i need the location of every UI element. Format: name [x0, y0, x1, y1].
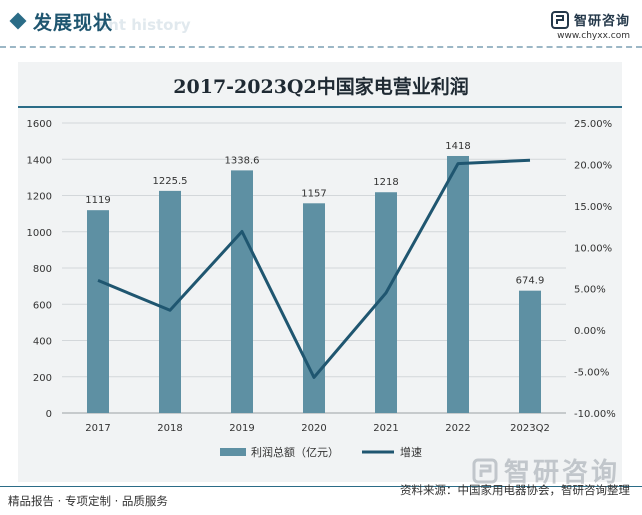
- brand-logo-icon: [550, 10, 569, 29]
- bar: [87, 210, 109, 413]
- y-left-tick-label: 1400: [27, 155, 52, 166]
- legend-line-label: 增速: [400, 445, 422, 459]
- y-left-tick-label: 600: [33, 300, 52, 311]
- bar: [447, 155, 469, 414]
- bar-value-label: 1157: [301, 188, 326, 199]
- y-right-tick-label: 15.00%: [574, 202, 612, 213]
- footer-divider: [0, 486, 642, 487]
- bar-value-label: 674.9: [516, 276, 545, 287]
- y-right-tick-label: 25.00%: [574, 119, 612, 130]
- watermark-logo-icon: [472, 458, 498, 483]
- page-header: ent history 发展现状 智研咨询 www.chyxx.com: [0, 0, 642, 52]
- footer-tagline: 精品报告 · 专项定制 · 品质服务: [8, 494, 168, 508]
- x-tick-label: 2018: [157, 423, 182, 434]
- chart-title: 2017-2023Q2中国家电营业利润: [173, 76, 469, 98]
- y-left-tick-label: 1600: [27, 119, 52, 130]
- x-tick-label: 2021: [373, 423, 398, 434]
- section-title: 发展现状: [33, 12, 114, 34]
- y-right-tick-label: -10.00%: [574, 409, 616, 420]
- y-left-tick-label: 1200: [27, 192, 52, 203]
- x-tick-label: 2019: [229, 423, 254, 434]
- bar-value-label: 1119: [85, 195, 110, 206]
- x-tick-label: 2023Q2: [510, 423, 550, 434]
- y-left-tick-label: 800: [33, 264, 52, 275]
- x-tick-label: 2020: [301, 423, 326, 434]
- growth-line: [97, 158, 531, 379]
- bar-value-label: 1225.5: [153, 176, 188, 187]
- watermark-text: 智研咨询: [503, 458, 620, 488]
- x-tick-label: 2017: [85, 423, 110, 434]
- y-right-tick-label: 10.00%: [574, 243, 612, 254]
- y-left-tick-label: 400: [33, 337, 52, 348]
- x-tick-label: 2022: [445, 423, 470, 434]
- brand-name: 智研咨询: [573, 14, 630, 29]
- footer-source: 资料来源：中国家用电器协会，智研咨询整理: [400, 483, 630, 497]
- y-right-tick-label: 0.00%: [574, 326, 606, 337]
- y-left-tick-label: 200: [33, 373, 52, 384]
- bar: [231, 170, 253, 413]
- header-divider: [0, 46, 642, 48]
- bar-value-label: 1418: [445, 141, 470, 152]
- bar: [519, 290, 541, 413]
- y-right-tick-label: 20.00%: [574, 160, 612, 171]
- brand-block: 智研咨询 www.chyxx.com: [550, 10, 630, 41]
- bar: [159, 190, 181, 413]
- bar: [303, 203, 325, 413]
- section-subtitle-watermark: ent history: [98, 16, 191, 34]
- legend-bar-swatch: [220, 448, 246, 456]
- chart-title-divider: [18, 106, 622, 108]
- legend-bar-label: 利润总额（亿元）: [251, 445, 339, 459]
- brand-url: www.chyxx.com: [557, 31, 630, 41]
- bar: [375, 192, 397, 413]
- y-left-tick-label: 0: [46, 409, 52, 420]
- bar-value-label: 1338.6: [225, 155, 260, 166]
- y-right-tick-label: -5.00%: [574, 368, 609, 379]
- y-left-tick-label: 1000: [27, 228, 52, 239]
- bar-value-label: 1218: [373, 177, 398, 188]
- y-right-tick-label: 5.00%: [574, 285, 606, 296]
- watermark: 智研咨询: [472, 452, 620, 489]
